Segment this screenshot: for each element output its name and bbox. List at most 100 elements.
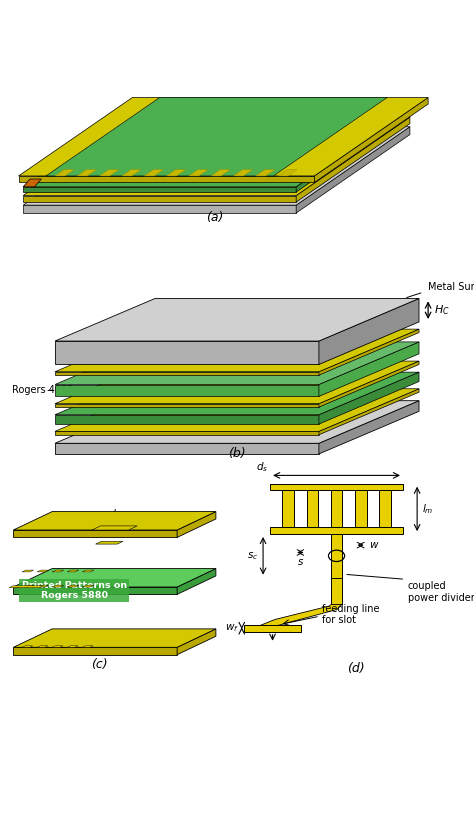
Polygon shape	[144, 169, 163, 176]
Polygon shape	[319, 389, 419, 435]
Text: $H_C$: $H_C$	[434, 303, 449, 317]
Polygon shape	[233, 169, 253, 176]
Polygon shape	[55, 404, 319, 407]
Text: Rogers 4003: Rogers 4003	[12, 386, 73, 395]
Polygon shape	[55, 389, 419, 432]
Polygon shape	[319, 361, 419, 407]
Polygon shape	[314, 98, 428, 182]
Polygon shape	[23, 179, 41, 187]
Bar	[244, 625, 301, 632]
Polygon shape	[177, 511, 216, 538]
Polygon shape	[122, 169, 141, 176]
Polygon shape	[100, 169, 118, 176]
Text: $s_c$: $s_c$	[247, 550, 258, 561]
Polygon shape	[55, 443, 319, 454]
Polygon shape	[55, 385, 319, 396]
Text: (b): (b)	[228, 447, 246, 460]
Polygon shape	[23, 109, 410, 187]
Polygon shape	[23, 187, 296, 192]
Text: Printed Patterns on
Rogers 5880: Printed Patterns on Rogers 5880	[21, 581, 127, 600]
Polygon shape	[67, 646, 78, 647]
Text: $d_s$: $d_s$	[255, 460, 268, 473]
Polygon shape	[296, 118, 410, 202]
Polygon shape	[23, 206, 296, 213]
Polygon shape	[261, 604, 342, 632]
Text: (a): (a)	[206, 211, 223, 224]
Text: feeding line
for slot: feeding line for slot	[322, 603, 380, 626]
Polygon shape	[13, 511, 216, 530]
Polygon shape	[55, 372, 319, 375]
Polygon shape	[22, 646, 33, 647]
Polygon shape	[211, 169, 230, 176]
Polygon shape	[67, 585, 79, 587]
Text: $l_m$: $l_m$	[422, 502, 433, 516]
Polygon shape	[67, 570, 79, 572]
Polygon shape	[82, 570, 94, 572]
Polygon shape	[13, 629, 216, 647]
Text: $w$: $w$	[369, 540, 379, 550]
Polygon shape	[55, 372, 419, 415]
Polygon shape	[37, 646, 48, 647]
Polygon shape	[166, 169, 186, 176]
Polygon shape	[52, 570, 64, 572]
Bar	[331, 578, 342, 604]
Polygon shape	[319, 329, 419, 375]
Bar	[331, 491, 342, 528]
Polygon shape	[23, 127, 410, 206]
Text: $l_s$: $l_s$	[112, 507, 120, 521]
Polygon shape	[55, 342, 419, 385]
Text: Metal Strips: Metal Strips	[106, 400, 164, 410]
Polygon shape	[319, 372, 419, 424]
Polygon shape	[177, 569, 216, 594]
Bar	[307, 491, 319, 528]
Bar	[379, 491, 391, 528]
Polygon shape	[13, 569, 216, 587]
Bar	[283, 491, 294, 528]
Polygon shape	[18, 176, 314, 182]
Polygon shape	[55, 329, 419, 372]
Polygon shape	[23, 196, 296, 202]
Polygon shape	[18, 98, 428, 176]
Text: $w_s$: $w_s$	[135, 519, 149, 531]
Text: coupled
power divider: coupled power divider	[408, 581, 474, 603]
Polygon shape	[13, 587, 177, 594]
Polygon shape	[189, 169, 208, 176]
Polygon shape	[296, 127, 410, 213]
Polygon shape	[296, 109, 410, 192]
Polygon shape	[82, 585, 94, 587]
Polygon shape	[55, 415, 319, 424]
Text: (d): (d)	[346, 662, 365, 675]
Text: Metal Surfaces: Metal Surfaces	[428, 282, 474, 292]
Bar	[331, 534, 342, 578]
Polygon shape	[37, 570, 49, 572]
Polygon shape	[255, 169, 275, 176]
Polygon shape	[77, 169, 96, 176]
Polygon shape	[55, 361, 419, 404]
Bar	[355, 491, 366, 528]
Bar	[270, 528, 403, 534]
Polygon shape	[13, 530, 177, 538]
Polygon shape	[278, 169, 297, 176]
Polygon shape	[319, 342, 419, 396]
Text: Rogers 5880: Rogers 5880	[251, 403, 312, 413]
Polygon shape	[177, 629, 216, 654]
Text: slot: slot	[128, 521, 169, 531]
Polygon shape	[46, 98, 387, 176]
Polygon shape	[9, 586, 43, 588]
Polygon shape	[22, 570, 34, 572]
Polygon shape	[52, 646, 63, 647]
Polygon shape	[55, 298, 419, 341]
Polygon shape	[13, 647, 177, 654]
Polygon shape	[96, 542, 123, 544]
Polygon shape	[55, 341, 319, 364]
Polygon shape	[55, 169, 74, 176]
Polygon shape	[22, 585, 34, 587]
Polygon shape	[23, 118, 410, 196]
Polygon shape	[55, 432, 319, 435]
Polygon shape	[37, 585, 49, 587]
Polygon shape	[55, 400, 419, 443]
Text: (c): (c)	[91, 658, 108, 672]
Polygon shape	[82, 646, 93, 647]
Text: $s$: $s$	[297, 556, 304, 566]
Bar	[270, 484, 403, 491]
